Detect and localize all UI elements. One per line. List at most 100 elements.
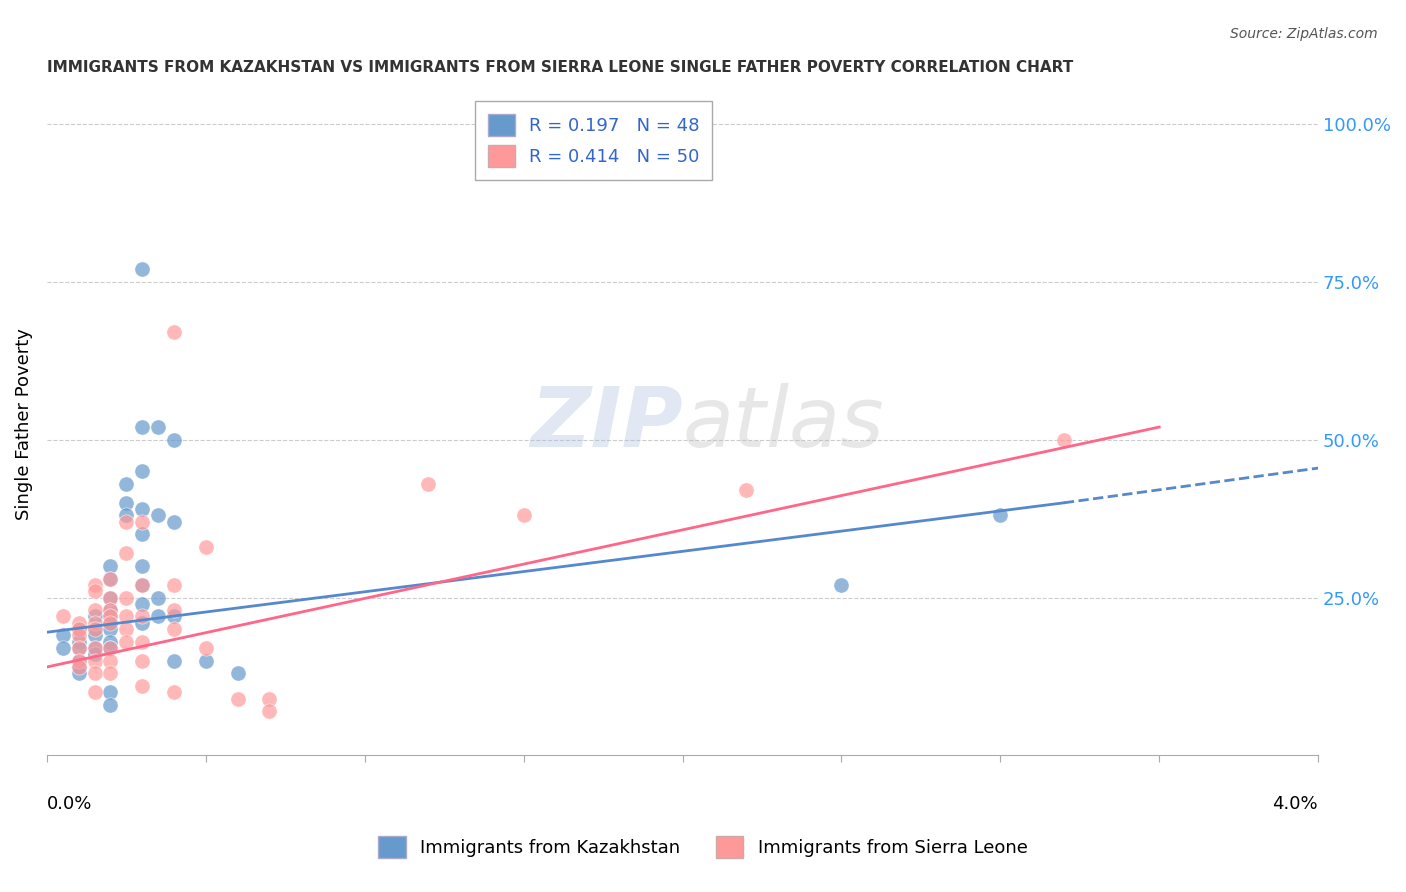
Point — [100, 666, 122, 681]
Point — [100, 609, 122, 624]
Point — [163, 515, 186, 529]
Point — [115, 622, 138, 636]
Point — [131, 634, 153, 648]
Point — [100, 591, 122, 605]
Point — [52, 609, 75, 624]
Point — [131, 420, 153, 434]
Point — [163, 578, 186, 592]
Point — [100, 609, 122, 624]
Point — [100, 698, 122, 712]
Point — [131, 578, 153, 592]
Point — [163, 433, 186, 447]
Point — [100, 615, 122, 630]
Point — [259, 704, 281, 718]
Point — [163, 685, 186, 699]
Point — [83, 640, 105, 655]
Point — [163, 609, 186, 624]
Point — [100, 640, 122, 655]
Point — [146, 420, 169, 434]
Point — [259, 691, 281, 706]
Point — [131, 527, 153, 541]
Point — [100, 558, 122, 573]
Point — [131, 464, 153, 478]
Point — [83, 666, 105, 681]
Point — [131, 679, 153, 693]
Point — [131, 615, 153, 630]
Point — [194, 540, 217, 554]
Point — [83, 654, 105, 668]
Point — [163, 603, 186, 617]
Point — [735, 483, 758, 498]
Point — [67, 666, 90, 681]
Point — [83, 622, 105, 636]
Y-axis label: Single Father Poverty: Single Father Poverty — [15, 328, 32, 520]
Point — [115, 515, 138, 529]
Legend: R = 0.197   N = 48, R = 0.414   N = 50: R = 0.197 N = 48, R = 0.414 N = 50 — [475, 102, 713, 180]
Point — [83, 628, 105, 642]
Point — [67, 654, 90, 668]
Point — [131, 515, 153, 529]
Point — [52, 628, 75, 642]
Text: 4.0%: 4.0% — [1272, 795, 1319, 814]
Point — [418, 476, 440, 491]
Point — [115, 609, 138, 624]
Point — [194, 640, 217, 655]
Text: Source: ZipAtlas.com: Source: ZipAtlas.com — [1230, 27, 1378, 41]
Point — [100, 654, 122, 668]
Point — [67, 634, 90, 648]
Point — [100, 640, 122, 655]
Point — [100, 603, 122, 617]
Point — [67, 622, 90, 636]
Point — [830, 578, 852, 592]
Point — [163, 622, 186, 636]
Text: 0.0%: 0.0% — [46, 795, 93, 814]
Point — [100, 603, 122, 617]
Point — [163, 326, 186, 340]
Point — [131, 262, 153, 277]
Point — [512, 508, 534, 523]
Point — [226, 666, 249, 681]
Point — [83, 615, 105, 630]
Point — [100, 591, 122, 605]
Point — [83, 609, 105, 624]
Point — [226, 691, 249, 706]
Point — [67, 654, 90, 668]
Point — [83, 685, 105, 699]
Point — [146, 508, 169, 523]
Point — [194, 654, 217, 668]
Point — [100, 572, 122, 586]
Point — [146, 609, 169, 624]
Point — [83, 622, 105, 636]
Point — [100, 572, 122, 586]
Point — [100, 622, 122, 636]
Point — [83, 603, 105, 617]
Point — [100, 615, 122, 630]
Point — [1053, 433, 1076, 447]
Point — [67, 640, 90, 655]
Point — [83, 648, 105, 662]
Point — [67, 615, 90, 630]
Legend: Immigrants from Kazakhstan, Immigrants from Sierra Leone: Immigrants from Kazakhstan, Immigrants f… — [371, 829, 1035, 865]
Point — [83, 578, 105, 592]
Point — [988, 508, 1011, 523]
Point — [67, 628, 90, 642]
Point — [131, 502, 153, 516]
Point — [131, 654, 153, 668]
Point — [131, 609, 153, 624]
Point — [131, 597, 153, 611]
Point — [83, 584, 105, 599]
Point — [100, 685, 122, 699]
Text: atlas: atlas — [682, 384, 884, 465]
Point — [67, 660, 90, 674]
Point — [115, 496, 138, 510]
Point — [115, 591, 138, 605]
Text: ZIP: ZIP — [530, 384, 682, 465]
Point — [83, 640, 105, 655]
Point — [52, 640, 75, 655]
Point — [100, 634, 122, 648]
Point — [67, 622, 90, 636]
Point — [67, 640, 90, 655]
Point — [115, 476, 138, 491]
Point — [146, 591, 169, 605]
Text: IMMIGRANTS FROM KAZAKHSTAN VS IMMIGRANTS FROM SIERRA LEONE SINGLE FATHER POVERTY: IMMIGRANTS FROM KAZAKHSTAN VS IMMIGRANTS… — [46, 60, 1073, 75]
